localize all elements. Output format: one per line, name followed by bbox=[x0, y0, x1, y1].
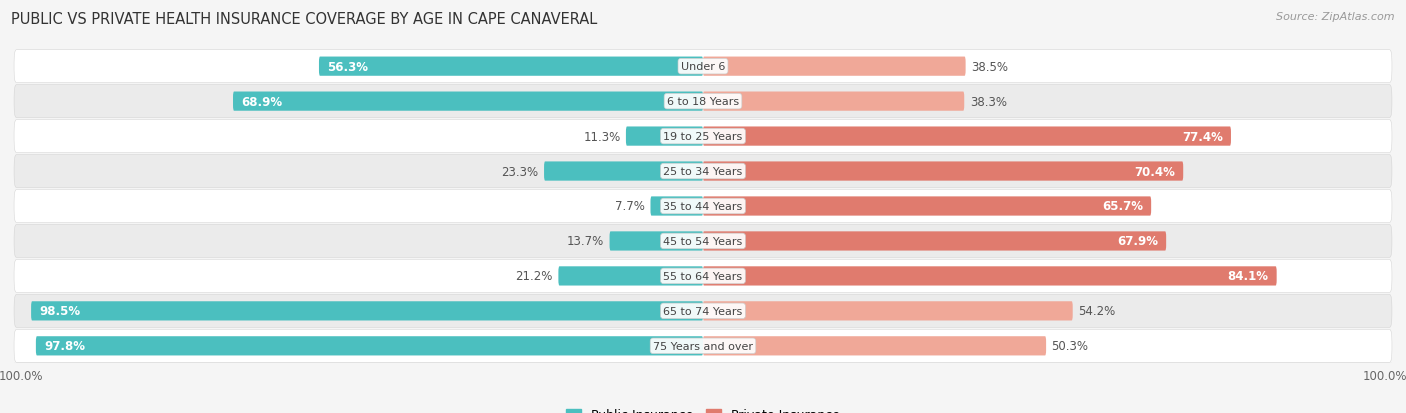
Text: 25 to 34 Years: 25 to 34 Years bbox=[664, 166, 742, 177]
FancyBboxPatch shape bbox=[703, 92, 965, 112]
Text: 23.3%: 23.3% bbox=[502, 165, 538, 178]
FancyBboxPatch shape bbox=[14, 85, 1392, 118]
FancyBboxPatch shape bbox=[558, 267, 703, 286]
Text: 38.3%: 38.3% bbox=[970, 95, 1007, 108]
FancyBboxPatch shape bbox=[703, 197, 1152, 216]
FancyBboxPatch shape bbox=[651, 197, 703, 216]
Text: 21.2%: 21.2% bbox=[516, 270, 553, 283]
FancyBboxPatch shape bbox=[544, 162, 703, 181]
FancyBboxPatch shape bbox=[703, 301, 1073, 321]
FancyBboxPatch shape bbox=[233, 92, 703, 112]
FancyBboxPatch shape bbox=[14, 155, 1392, 188]
Text: 45 to 54 Years: 45 to 54 Years bbox=[664, 236, 742, 247]
Text: 7.7%: 7.7% bbox=[616, 200, 645, 213]
Text: 75 Years and over: 75 Years and over bbox=[652, 341, 754, 351]
Text: 68.9%: 68.9% bbox=[242, 95, 283, 108]
Legend: Public Insurance, Private Insurance: Public Insurance, Private Insurance bbox=[561, 404, 845, 413]
FancyBboxPatch shape bbox=[14, 260, 1392, 293]
Text: 70.4%: 70.4% bbox=[1135, 165, 1175, 178]
FancyBboxPatch shape bbox=[14, 225, 1392, 258]
Text: 65.7%: 65.7% bbox=[1102, 200, 1143, 213]
FancyBboxPatch shape bbox=[14, 190, 1392, 223]
FancyBboxPatch shape bbox=[14, 330, 1392, 362]
Text: Under 6: Under 6 bbox=[681, 62, 725, 72]
FancyBboxPatch shape bbox=[703, 57, 966, 76]
Text: 38.5%: 38.5% bbox=[972, 61, 1008, 74]
Text: 55 to 64 Years: 55 to 64 Years bbox=[664, 271, 742, 281]
FancyBboxPatch shape bbox=[626, 127, 703, 146]
FancyBboxPatch shape bbox=[703, 162, 1184, 181]
FancyBboxPatch shape bbox=[319, 57, 703, 76]
Text: 19 to 25 Years: 19 to 25 Years bbox=[664, 132, 742, 142]
Text: 50.3%: 50.3% bbox=[1052, 339, 1088, 352]
Text: 6 to 18 Years: 6 to 18 Years bbox=[666, 97, 740, 107]
Text: PUBLIC VS PRIVATE HEALTH INSURANCE COVERAGE BY AGE IN CAPE CANAVERAL: PUBLIC VS PRIVATE HEALTH INSURANCE COVER… bbox=[11, 12, 598, 27]
Text: 13.7%: 13.7% bbox=[567, 235, 605, 248]
Text: 65 to 74 Years: 65 to 74 Years bbox=[664, 306, 742, 316]
FancyBboxPatch shape bbox=[14, 295, 1392, 328]
FancyBboxPatch shape bbox=[703, 232, 1166, 251]
Text: 84.1%: 84.1% bbox=[1227, 270, 1268, 283]
Text: 54.2%: 54.2% bbox=[1078, 305, 1115, 318]
Text: 77.4%: 77.4% bbox=[1182, 130, 1223, 143]
FancyBboxPatch shape bbox=[610, 232, 703, 251]
FancyBboxPatch shape bbox=[703, 127, 1232, 146]
FancyBboxPatch shape bbox=[703, 267, 1277, 286]
FancyBboxPatch shape bbox=[703, 337, 1046, 356]
Text: 35 to 44 Years: 35 to 44 Years bbox=[664, 202, 742, 211]
Text: 67.9%: 67.9% bbox=[1116, 235, 1159, 248]
Text: 56.3%: 56.3% bbox=[328, 61, 368, 74]
FancyBboxPatch shape bbox=[31, 301, 703, 321]
FancyBboxPatch shape bbox=[14, 51, 1392, 83]
FancyBboxPatch shape bbox=[14, 120, 1392, 153]
Text: Source: ZipAtlas.com: Source: ZipAtlas.com bbox=[1277, 12, 1395, 22]
FancyBboxPatch shape bbox=[37, 337, 703, 356]
Text: 11.3%: 11.3% bbox=[583, 130, 620, 143]
Text: 98.5%: 98.5% bbox=[39, 305, 80, 318]
Text: 97.8%: 97.8% bbox=[44, 339, 86, 352]
